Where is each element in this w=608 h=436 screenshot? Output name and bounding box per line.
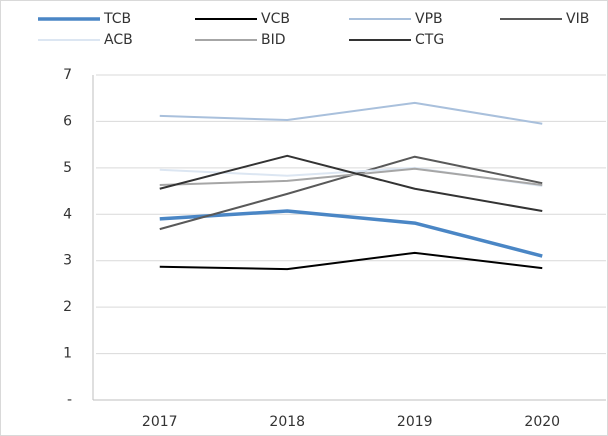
y-tick-label: 6	[63, 113, 72, 129]
legend-label: VPB	[415, 11, 443, 27]
x-tick-label: 2020	[524, 414, 560, 430]
y-tick-label: 7	[63, 67, 72, 83]
legend-label: TCB	[103, 11, 131, 27]
series-line	[159, 101, 543, 125]
y-tick-label: 5	[63, 160, 72, 176]
series-line	[159, 209, 543, 258]
x-tick-label: 2019	[397, 414, 433, 430]
y-tick-label: 4	[63, 206, 72, 222]
legend-label: VIB	[566, 11, 589, 27]
y-tick-label: -	[67, 392, 72, 408]
legend-label: VCB	[261, 11, 290, 27]
legend-label: ACB	[104, 32, 133, 48]
legend-label: BID	[261, 32, 286, 48]
series-line	[159, 154, 543, 213]
x-tick-label: 2017	[142, 414, 178, 430]
series-line	[159, 167, 543, 187]
y-tick-label: 3	[63, 253, 72, 269]
legend-label: CTG	[415, 32, 444, 48]
series-line	[159, 251, 543, 271]
x-tick-label: 2018	[269, 414, 305, 430]
y-tick-label: 2	[63, 299, 72, 315]
y-tick-label: 1	[63, 346, 72, 362]
